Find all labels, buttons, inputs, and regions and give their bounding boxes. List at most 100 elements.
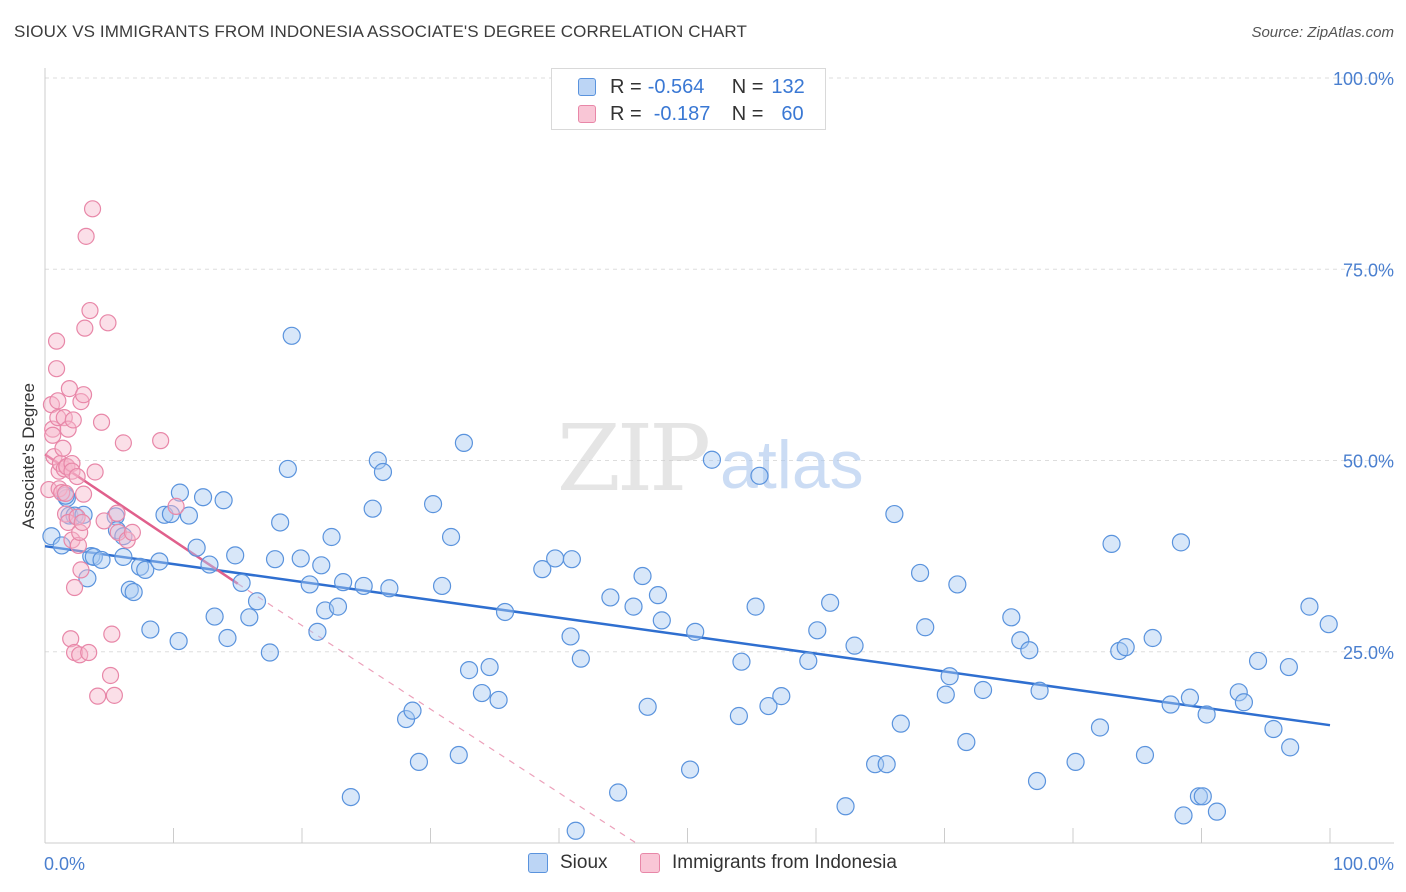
indonesia-point <box>108 504 126 522</box>
indonesia-point <box>59 420 77 438</box>
y-tick-label: 100.0% <box>1333 69 1394 89</box>
points-layer <box>40 200 1338 840</box>
indonesia-point <box>99 314 117 332</box>
bottom-legend-indonesia-label: Immigrants from Indonesia <box>672 852 897 873</box>
sioux-point <box>1174 806 1193 825</box>
sioux-point <box>114 547 133 566</box>
indonesia-point <box>71 523 89 542</box>
legend-box: R = -0.564 N = 132 R = -0.187 N = 60 <box>551 68 826 130</box>
indonesia-point <box>69 536 88 555</box>
chart-title: SIOUX VS IMMIGRANTS FROM INDONESIA ASSOC… <box>14 22 747 41</box>
indonesia-point <box>77 227 95 245</box>
sioux-point <box>1189 787 1209 806</box>
sioux-point <box>1116 638 1135 657</box>
indonesia-point <box>65 578 84 597</box>
sioux-point <box>562 550 581 569</box>
indonesia-point <box>60 379 79 398</box>
sioux-point <box>686 622 705 641</box>
sioux-point <box>193 488 213 507</box>
x-tick-label: 0.0% <box>44 854 85 874</box>
indonesia-point <box>47 332 66 350</box>
sioux-point <box>1066 752 1085 772</box>
sioux-point <box>1229 683 1248 702</box>
indonesia-point <box>64 411 82 429</box>
sioux-point <box>652 611 671 630</box>
indonesia-point <box>72 392 90 411</box>
sioux-point <box>459 661 479 680</box>
legend-n-label: N = <box>731 75 764 98</box>
sioux-point <box>601 588 620 607</box>
sioux-point <box>495 602 515 622</box>
sioux-point <box>454 433 474 453</box>
indonesia-point <box>105 686 123 704</box>
sioux-point <box>472 683 491 703</box>
bottom-swatch-sioux <box>528 853 548 873</box>
sioux-point <box>354 576 373 596</box>
sioux-point <box>648 586 668 605</box>
sioux-point <box>136 560 155 579</box>
sioux-point <box>78 569 97 588</box>
sioux-point <box>232 573 251 593</box>
legend-r-label: R = <box>610 75 642 98</box>
sioux-point <box>609 783 628 802</box>
sioux-point <box>1011 631 1030 650</box>
indonesia-point <box>76 319 94 337</box>
sioux-point <box>750 466 769 485</box>
sioux-point <box>772 687 791 706</box>
sioux-point <box>1279 657 1298 677</box>
sioux-point <box>334 573 353 592</box>
sioux-point <box>373 462 393 482</box>
sioux-point <box>1193 787 1212 806</box>
trend-lines <box>44 453 1331 844</box>
sioux-point <box>1027 771 1047 791</box>
sioux-point <box>141 620 160 639</box>
indonesia-point <box>54 439 72 457</box>
sioux-point <box>1020 641 1039 660</box>
indonesia-point <box>56 484 75 502</box>
sioux-point <box>42 527 61 546</box>
indonesia-point <box>68 467 86 486</box>
indonesia-point <box>114 434 132 452</box>
sioux-point <box>948 575 967 594</box>
sioux-point <box>957 732 976 752</box>
sioux-point <box>341 787 360 807</box>
sioux-point <box>278 459 297 479</box>
sioux-point <box>92 550 111 570</box>
sioux-point <box>1135 745 1155 765</box>
indonesia-point <box>73 513 91 532</box>
indonesia-point <box>101 666 120 685</box>
sioux-point <box>732 652 751 671</box>
sioux-point <box>1281 738 1300 757</box>
indonesia-point <box>74 386 93 404</box>
sioux-point <box>187 538 206 557</box>
sioux-point <box>449 745 468 765</box>
legend-row-indonesia: R = -0.187 N = 60 <box>578 101 804 127</box>
sioux-point <box>265 550 285 569</box>
legend-n-value: 60 <box>781 102 804 125</box>
indonesia-point <box>123 523 141 542</box>
sioux-point <box>1030 681 1049 700</box>
sioux-point <box>169 631 188 651</box>
y-tick-label: 75.0% <box>1343 260 1394 280</box>
sioux-point <box>936 685 955 704</box>
sioux-point <box>916 618 935 637</box>
sioux-point <box>179 506 199 525</box>
sioux-point <box>845 636 864 655</box>
indonesia-point <box>92 413 111 431</box>
sioux-point <box>1319 615 1338 634</box>
indonesia-point <box>86 463 104 481</box>
sioux-point <box>130 557 150 576</box>
sioux-point <box>328 597 348 616</box>
bottom-legend-indonesia: Immigrants from Indonesia <box>640 852 897 874</box>
sioux-point <box>409 752 429 772</box>
sioux-point <box>624 597 643 616</box>
legend-n-value: 132 <box>771 75 805 98</box>
sioux-point <box>1300 597 1319 616</box>
indonesia-point <box>80 643 98 662</box>
sioux-point <box>312 556 331 575</box>
sioux-point <box>423 495 443 514</box>
legend-r-value: -0.564 <box>647 75 705 98</box>
sioux-point <box>260 643 279 662</box>
watermark-zip: ZIP <box>557 405 708 512</box>
sioux-point <box>680 760 700 779</box>
